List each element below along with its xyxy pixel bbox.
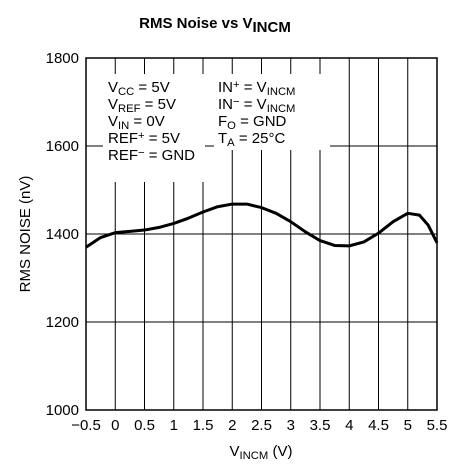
text-part: IN <box>218 79 233 96</box>
text-part: = V <box>240 96 267 113</box>
text-part: = 0V <box>129 113 164 130</box>
rich-text: VCC = 5V <box>108 79 170 98</box>
text-part: T <box>218 130 227 147</box>
x-tick-label: 1.5 <box>193 417 214 434</box>
x-tick-label: 0 <box>111 417 119 434</box>
text-part: = GND <box>236 113 287 130</box>
rich-text: REF− = GND <box>108 147 195 164</box>
text-part: REF <box>108 130 138 147</box>
text-part: = 5V <box>145 130 180 147</box>
data-line <box>85 202 439 249</box>
subscript: INCM <box>240 450 269 462</box>
subscript: REF <box>118 103 141 115</box>
rich-text: FO = GND <box>218 113 287 132</box>
subscript: IN <box>118 120 129 132</box>
y-tick-label: 1400 <box>46 226 79 243</box>
text-part: V <box>230 443 240 460</box>
x-tick-label: 4.5 <box>368 417 389 434</box>
text-part: (V) <box>268 443 292 460</box>
rich-text: RMS Noise vs VINCM <box>139 15 291 36</box>
text-part: V <box>108 113 118 130</box>
y-tick-label: 1000 <box>46 402 79 419</box>
superscript: + <box>138 130 145 142</box>
text-part: IN <box>218 96 233 113</box>
text-part: F <box>218 113 227 130</box>
rich-text: IN+ = VINCM <box>218 79 295 98</box>
x-tick-label: 3 <box>287 417 295 434</box>
superscript: + <box>233 79 240 91</box>
rich-text: VINCM (V) <box>230 443 293 462</box>
x-tick-label: 1 <box>170 417 178 434</box>
y-tick-label: 1800 <box>46 50 79 67</box>
text-part: = V <box>240 79 267 96</box>
text-part: REF <box>108 147 138 164</box>
y-tick-label: 1200 <box>46 314 79 331</box>
rich-text: VIN = 0V <box>108 113 165 132</box>
subscript: A <box>227 137 235 149</box>
subscript: INCM <box>267 103 296 115</box>
x-tick-label: 5 <box>404 417 412 434</box>
x-tick-label: 2.5 <box>251 417 272 434</box>
x-tick-label: 0.5 <box>134 417 155 434</box>
x-tick-label: 2 <box>228 417 236 434</box>
text-part: V <box>108 79 118 96</box>
annotation-backdrop <box>103 74 205 182</box>
x-tick-label: 3.5 <box>310 417 331 434</box>
text-part: = 5V <box>141 96 176 113</box>
y-tick-label: 1600 <box>46 138 79 155</box>
x-tick-label: −0.5 <box>71 417 101 434</box>
rich-text: IN− = VINCM <box>218 96 295 115</box>
x-tick-label: 5.5 <box>427 417 448 434</box>
subscript: O <box>227 120 236 132</box>
superscript: − <box>138 147 145 159</box>
rich-text: TA = 25°C <box>218 130 285 149</box>
rich-text: REF+ = 5V <box>108 130 180 147</box>
text-part: RMS Noise vs V <box>139 15 252 32</box>
superscript: − <box>233 96 240 108</box>
subscript: INCM <box>253 19 291 36</box>
rich-text: VREF = 5V <box>108 96 176 115</box>
subscript: CC <box>118 86 134 98</box>
annotation-backdrop <box>214 74 330 150</box>
text-part: = 5V <box>134 79 169 96</box>
text-part: V <box>108 96 118 113</box>
x-tick-label: 4 <box>345 417 353 434</box>
text-part: = GND <box>145 147 196 164</box>
subscript: INCM <box>267 86 296 98</box>
y-axis-label: RMS NOISE (nV) <box>17 176 34 293</box>
text-part: = 25°C <box>235 130 286 147</box>
